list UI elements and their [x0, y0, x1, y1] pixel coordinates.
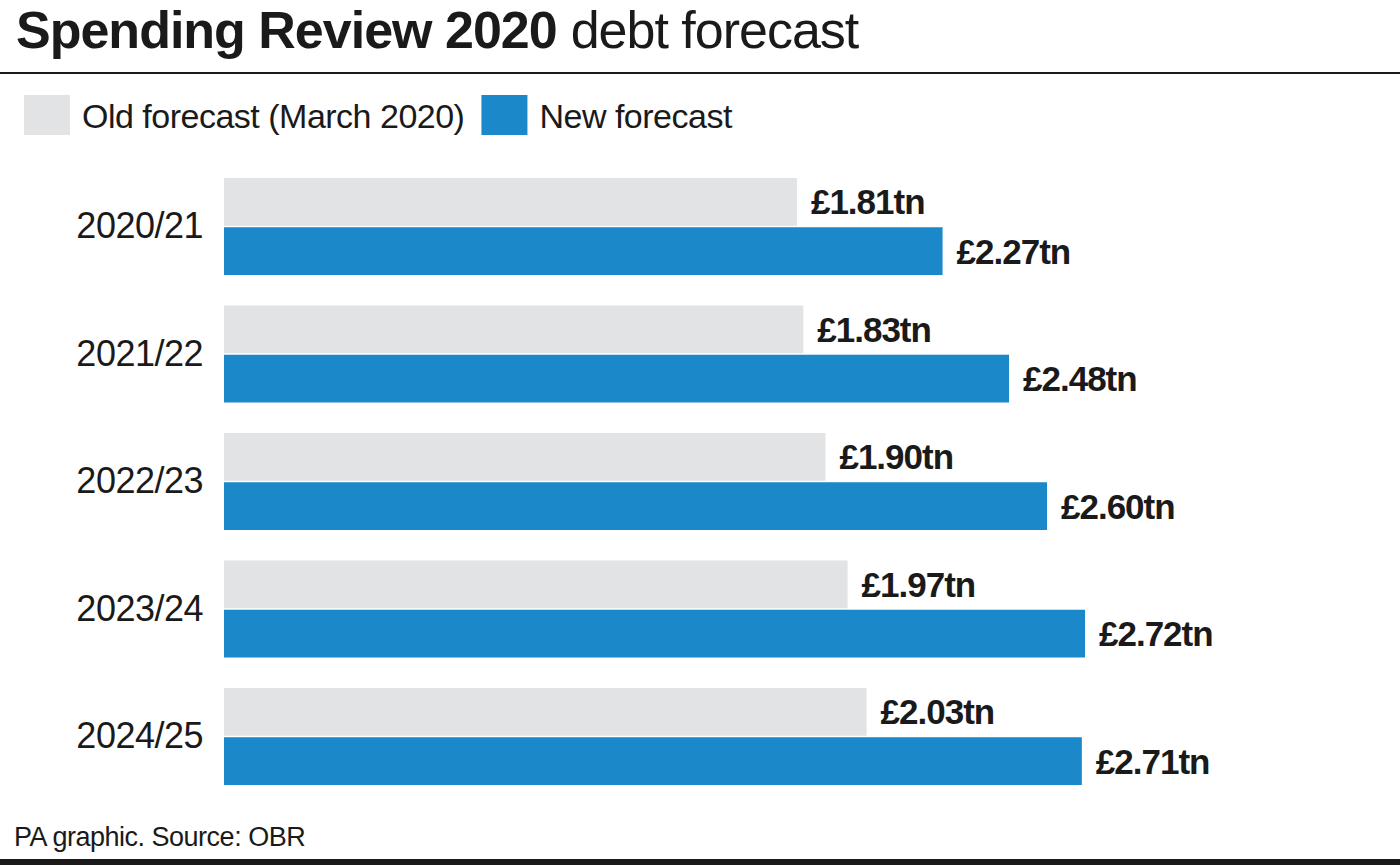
data-label: £2.71tn: [1096, 742, 1210, 781]
legend: Old forecast (March 2020) New forecast: [24, 95, 733, 135]
data-label: £2.60tn: [1061, 487, 1175, 526]
data-labels: £1.81tn £1.83tn £1.90tn £1.97tn £2.03tn £2.27…: [811, 182, 1213, 780]
data-label: £1.90tn: [839, 437, 953, 476]
bottom-rule: [0, 859, 1400, 865]
data-label: £1.83tn: [817, 310, 931, 349]
tick-label: 2020/21: [76, 205, 203, 246]
data-label: £2.48tn: [1023, 359, 1137, 398]
tick: 2022/23: [76, 460, 224, 501]
data-label: £2.03tn: [881, 692, 995, 731]
tick-label: 2024/25: [76, 715, 203, 756]
bar: [224, 688, 867, 736]
data-label: £2.72tn: [1099, 614, 1213, 653]
bar: [224, 355, 1009, 403]
bar: [224, 737, 1082, 785]
chart: Spending Review 2020debt forecast Old for…: [0, 0, 1400, 865]
bar: [224, 227, 943, 275]
background: [0, 0, 1400, 865]
legend-swatch: [24, 95, 70, 135]
legend-swatch: [481, 95, 527, 135]
tick-label: 2022/23: [76, 460, 203, 501]
bar: [224, 482, 1047, 530]
title: Spending Review 2020: [16, 1, 557, 59]
category-axis: 2020/21 2021/22 2022/23 2023/24 2024/25: [76, 205, 224, 756]
data-label: £1.97tn: [862, 565, 976, 604]
data-label: £2.27tn: [957, 232, 1071, 271]
legend-label: New forecast: [539, 97, 732, 135]
bars: [224, 178, 1085, 785]
legend-label: Old forecast (March 2020): [82, 97, 464, 135]
tick: 2021/22: [76, 333, 224, 374]
subtitle: debt forecast: [571, 1, 860, 59]
tick: 2023/24: [76, 588, 224, 629]
bar: [224, 178, 797, 226]
annotation: PA graphic. Source: OBR: [14, 822, 305, 852]
tick-label: 2023/24: [76, 588, 203, 629]
tick: 2024/25: [76, 715, 224, 756]
bar: [224, 305, 803, 353]
data-label: £1.81tn: [811, 182, 925, 221]
bar: [224, 433, 825, 481]
bar: [224, 560, 848, 608]
bar: [224, 610, 1085, 658]
title-rule: [0, 72, 1400, 74]
tick-label: 2021/22: [76, 333, 203, 374]
tick: 2020/21: [76, 205, 224, 246]
